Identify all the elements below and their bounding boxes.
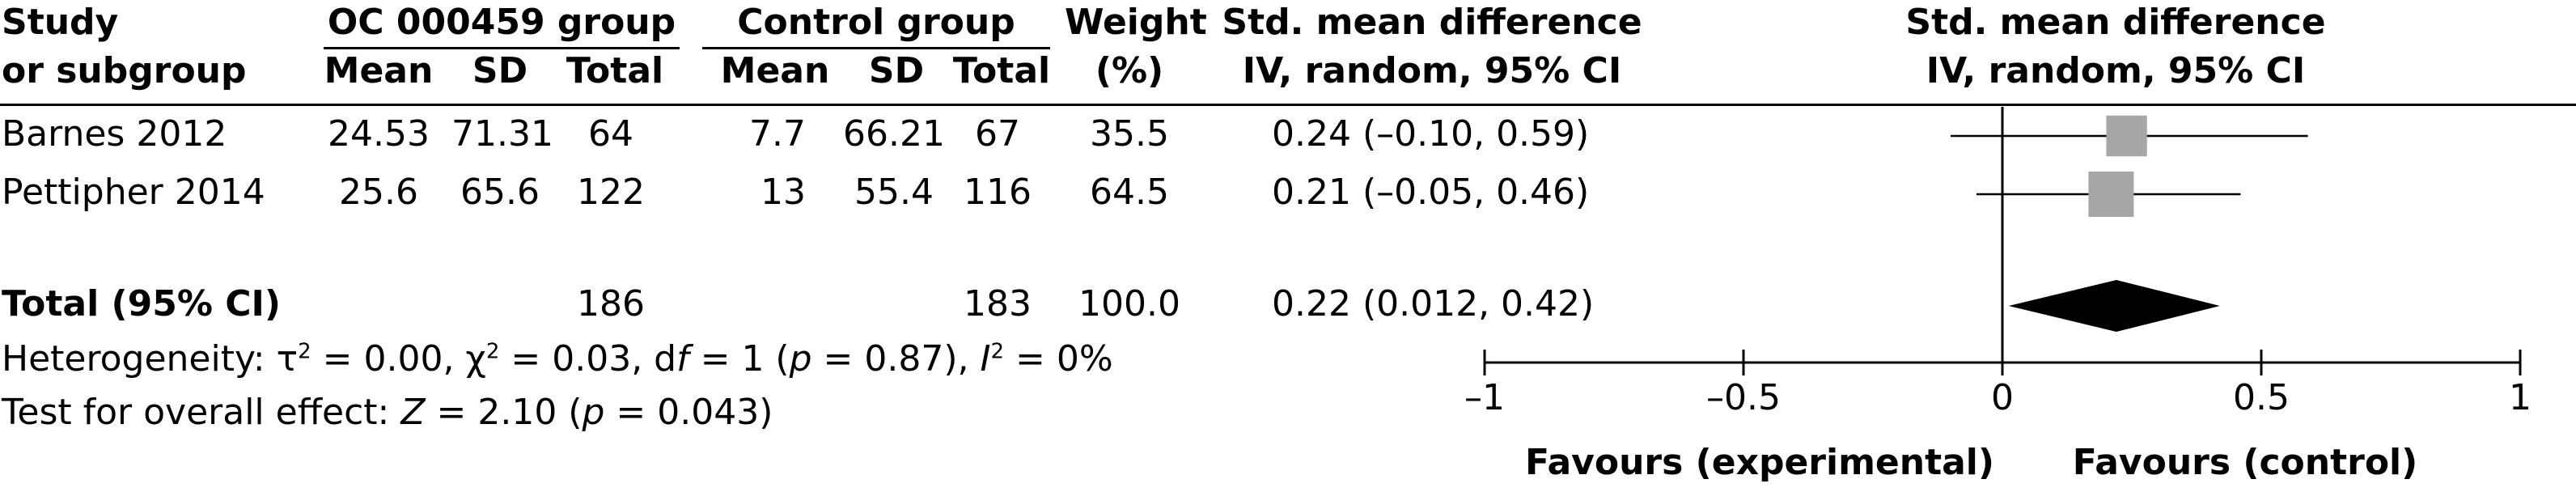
header-weight-unit: (%) bbox=[1095, 50, 1164, 91]
header-exp-sd: SD bbox=[472, 50, 528, 91]
total-ci: 0.22 (0.012, 0.42) bbox=[1272, 283, 1595, 324]
ctrl-group-underline bbox=[702, 47, 1050, 49]
study-ci: 0.24 (–0.10, 0.59) bbox=[1272, 113, 1590, 155]
x-tick-label: 0 bbox=[1991, 377, 2014, 418]
total-weight: 100.0 bbox=[1078, 283, 1180, 324]
exp-mean: 25.6 bbox=[339, 172, 418, 213]
study-name: Barnes 2012 bbox=[2, 113, 227, 155]
header-ctrl-sd: SD bbox=[868, 50, 925, 91]
x-tick-label: –0.5 bbox=[1706, 377, 1781, 418]
header-study: Study bbox=[2, 2, 119, 43]
total-exp: 186 bbox=[577, 283, 645, 324]
header-exp-group: OC 000459 group bbox=[327, 2, 676, 43]
ctrl-total: 67 bbox=[975, 113, 1020, 155]
study-name: Pettipher 2014 bbox=[2, 172, 265, 213]
x-tick-label: 1 bbox=[2509, 377, 2532, 418]
x-tick-label: –1 bbox=[1464, 377, 1505, 418]
exp-sd: 65.6 bbox=[460, 172, 540, 213]
favours-right-label: Favours (control) bbox=[2073, 442, 2418, 483]
ctrl-mean: 7.7 bbox=[749, 113, 806, 155]
exp-sd: 71.31 bbox=[451, 113, 553, 155]
study-weight: 64.5 bbox=[1090, 172, 1169, 213]
exp-group-underline bbox=[324, 47, 680, 49]
header-smd-method: IV, random, 95% CI bbox=[1242, 50, 1622, 91]
ctrl-sd: 55.4 bbox=[854, 172, 934, 213]
study-marker bbox=[2088, 172, 2134, 217]
header-weight: Weight bbox=[1065, 2, 1207, 43]
total-ctrl: 183 bbox=[964, 283, 1032, 324]
header-rule bbox=[0, 104, 2576, 106]
header-smd-title: Std. mean difference bbox=[1222, 2, 1642, 43]
heterogeneity-text: Heterogeneity: τ2 = 0.00, χ2 = 0.03, df … bbox=[2, 338, 1113, 380]
exp-total: 122 bbox=[577, 172, 645, 213]
ctrl-total: 116 bbox=[964, 172, 1032, 213]
pooled-diamond bbox=[2008, 280, 2220, 332]
header-ctrl-mean: Mean bbox=[720, 50, 830, 91]
header-subgroup: or subgroup bbox=[2, 50, 247, 91]
total-label: Total (95% CI) bbox=[2, 283, 282, 324]
exp-mean: 24.53 bbox=[328, 113, 430, 155]
header-exp-total: Total bbox=[566, 50, 664, 91]
ctrl-mean: 13 bbox=[761, 172, 806, 213]
header-ctrl-total: Total bbox=[952, 50, 1051, 91]
favours-left-label: Favours (experimental) bbox=[1525, 442, 1994, 483]
exp-total: 64 bbox=[588, 113, 633, 155]
study-weight: 35.5 bbox=[1090, 113, 1169, 155]
study-marker bbox=[2106, 115, 2147, 157]
header-plot-method: IV, random, 95% CI bbox=[1926, 50, 2306, 91]
ctrl-sd: 66.21 bbox=[843, 113, 945, 155]
x-tick-label: 0.5 bbox=[2233, 377, 2290, 418]
header-plot-title: Std. mean difference bbox=[1905, 2, 2326, 43]
header-ctrl-group: Control group bbox=[737, 2, 1015, 43]
study-ci: 0.21 (–0.05, 0.46) bbox=[1272, 172, 1590, 213]
overall-effect-text: Test for overall effect: Z = 2.10 (p = 0… bbox=[2, 392, 773, 433]
header-exp-mean: Mean bbox=[324, 50, 434, 91]
